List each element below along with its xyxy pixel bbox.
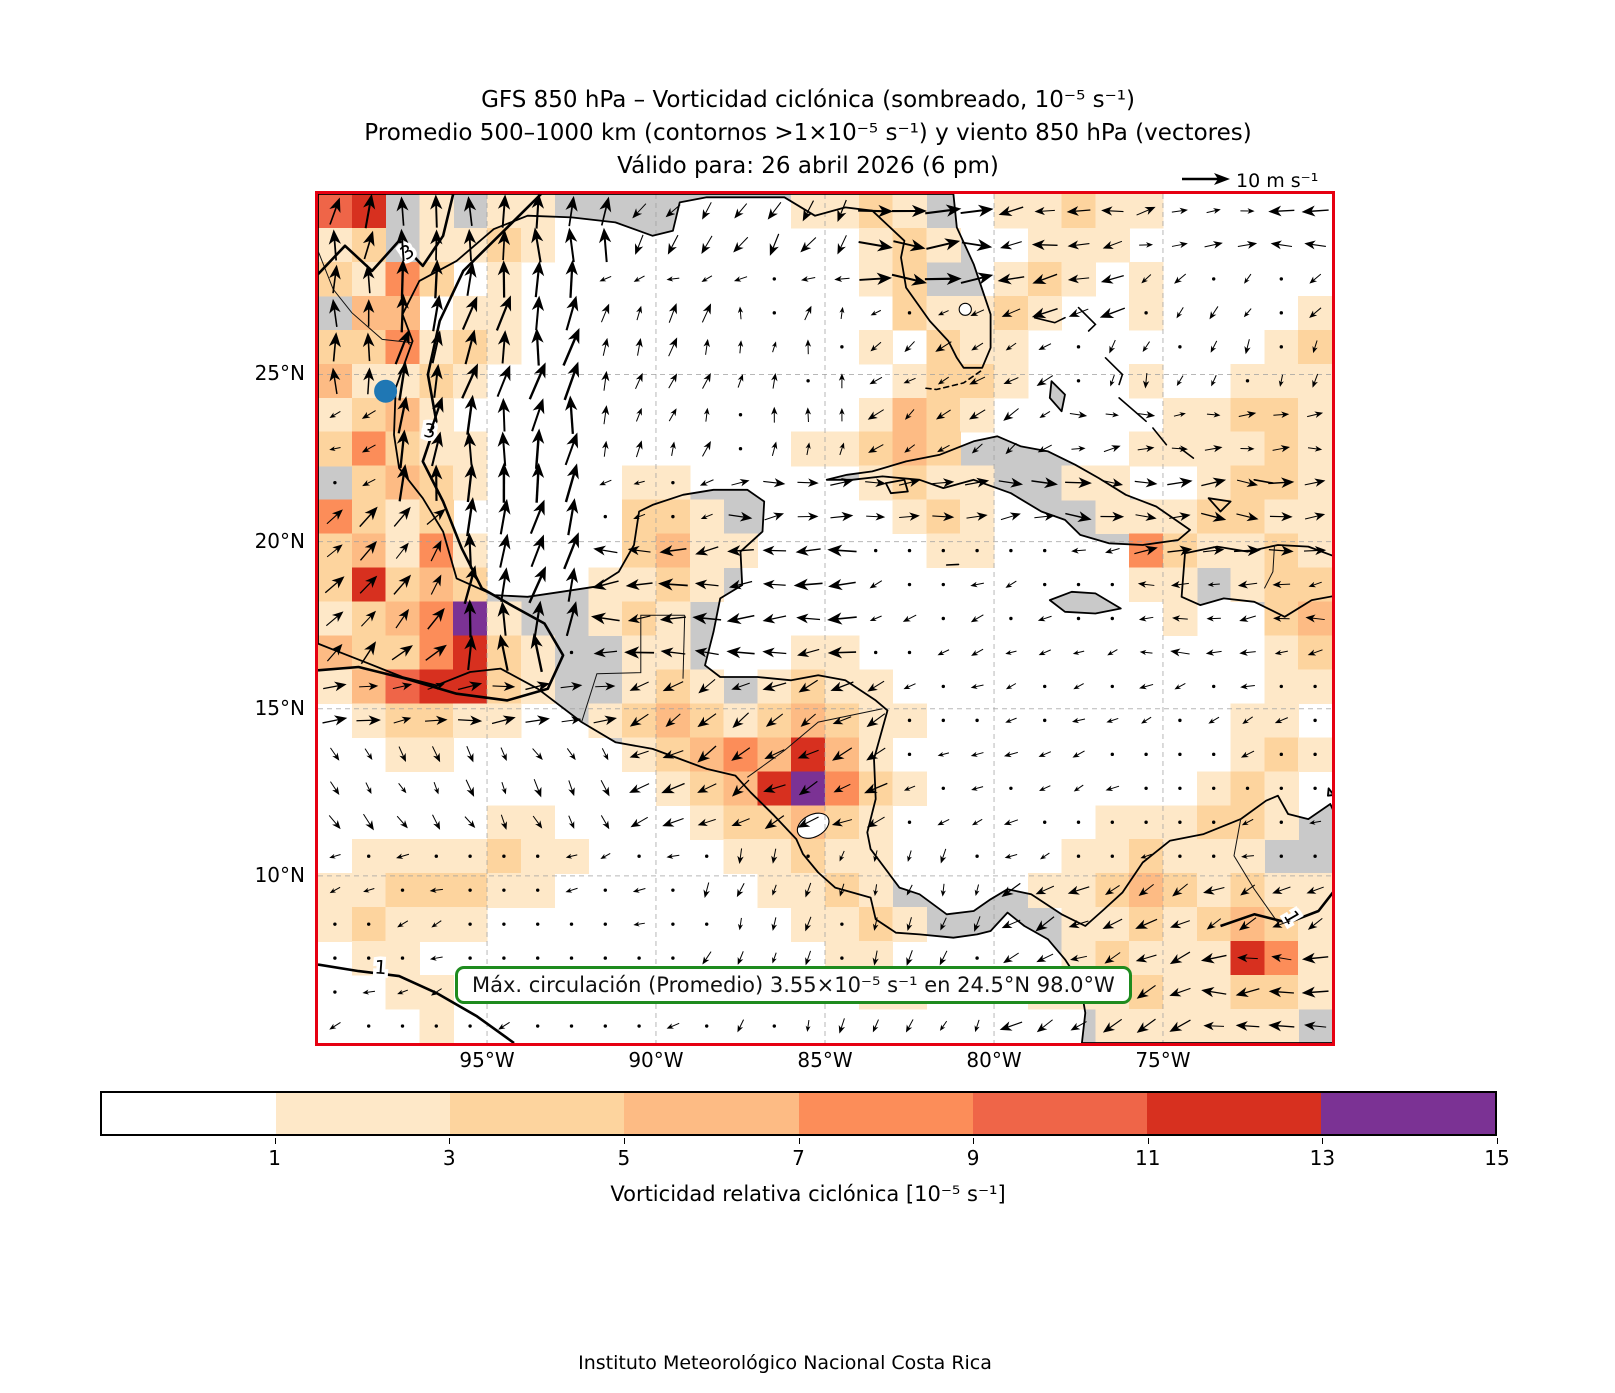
figure-title: GFS 850 hPa – Vorticidad ciclónica (somb…	[8, 84, 1608, 183]
colorbar-tick-label-2: 5	[617, 1146, 631, 1170]
colorbar	[100, 1091, 1497, 1136]
quiver-key: 10 m s⁻¹	[1182, 170, 1318, 192]
colorbar-segment-1	[276, 1093, 451, 1134]
wind-vectors-layer	[322, 193, 1329, 1034]
gridlines-layer	[318, 194, 1332, 1043]
contour-label: 1	[374, 956, 388, 979]
colorbar-segment-7	[1320, 1093, 1495, 1134]
x-tick-label-2: 85°W	[797, 1048, 853, 1072]
footer-credit: Instituto Meteorológico Nacional Costa R…	[578, 1352, 992, 1374]
max-circulation-marker	[374, 379, 398, 403]
quiver-key-label: 10 m s⁻¹	[1236, 170, 1319, 192]
colorbar-tickmark-1	[449, 1138, 451, 1144]
colorbar-segment-2	[450, 1093, 625, 1134]
borders-layer	[317, 250, 1279, 923]
colorbar-tickmark-7	[1497, 1138, 1498, 1144]
colorbar-tick-label-5: 11	[1135, 1146, 1161, 1170]
colorbar-tick-label-1: 3	[442, 1146, 456, 1170]
colorbar-tick-label-7: 15	[1484, 1146, 1510, 1170]
x-tick-label-1: 90°W	[628, 1048, 684, 1072]
marker-layer	[374, 379, 398, 403]
quiver-key-arrow-icon	[1182, 170, 1230, 192]
y-tick-label-2: 15°N	[254, 695, 305, 720]
max-circulation-annotation: Máx. circulación (Promedio) 3.55×10⁻⁵ s⁻…	[455, 966, 1132, 1004]
title-line-1: GFS 850 hPa – Vorticidad ciclónica (somb…	[481, 87, 1135, 113]
colorbar-label: Vorticidad relativa ciclónica [10⁻⁵ s⁻¹]	[610, 1182, 1006, 1206]
vorticity-cells-layer	[318, 194, 1333, 1044]
colorbar-tick-label-0: 1	[268, 1146, 281, 1170]
x-tick-label-3: 80°W	[966, 1048, 1022, 1072]
colorbar-segment-4	[798, 1093, 973, 1134]
x-tick-label-4: 75°W	[1135, 1048, 1191, 1072]
colorbar-tickmark-6	[1322, 1138, 1324, 1144]
colorbar-tickmark-5	[1147, 1138, 1149, 1144]
colorbar-segment-0	[102, 1093, 277, 1134]
colorbar-tick-label-3: 7	[792, 1146, 805, 1170]
colorbar-tickmark-4	[973, 1138, 975, 1144]
x-tick-label-0: 95°W	[459, 1048, 515, 1072]
colorbar-tickmark-3	[798, 1138, 800, 1144]
y-tick-label-0: 25°N	[254, 361, 305, 386]
y-tick-label-1: 20°N	[254, 528, 305, 553]
colorbar-segment-6	[1146, 1093, 1321, 1134]
title-line-3: Válido para: 26 abril 2026 (6 pm)	[617, 153, 999, 179]
colorbar-tickmark-0	[274, 1138, 276, 1144]
colorbar-tick-label-4: 9	[966, 1146, 980, 1170]
colorbar-tickmark-2	[623, 1138, 625, 1144]
y-tick-label-3: 10°N	[254, 862, 305, 887]
title-line-2: Promedio 500–1000 km (contornos >1×10⁻⁵ …	[364, 120, 1252, 146]
colorbar-segment-3	[624, 1093, 799, 1134]
colorbar-tick-label-6: 13	[1309, 1146, 1336, 1170]
colorbar-segment-5	[972, 1093, 1147, 1134]
